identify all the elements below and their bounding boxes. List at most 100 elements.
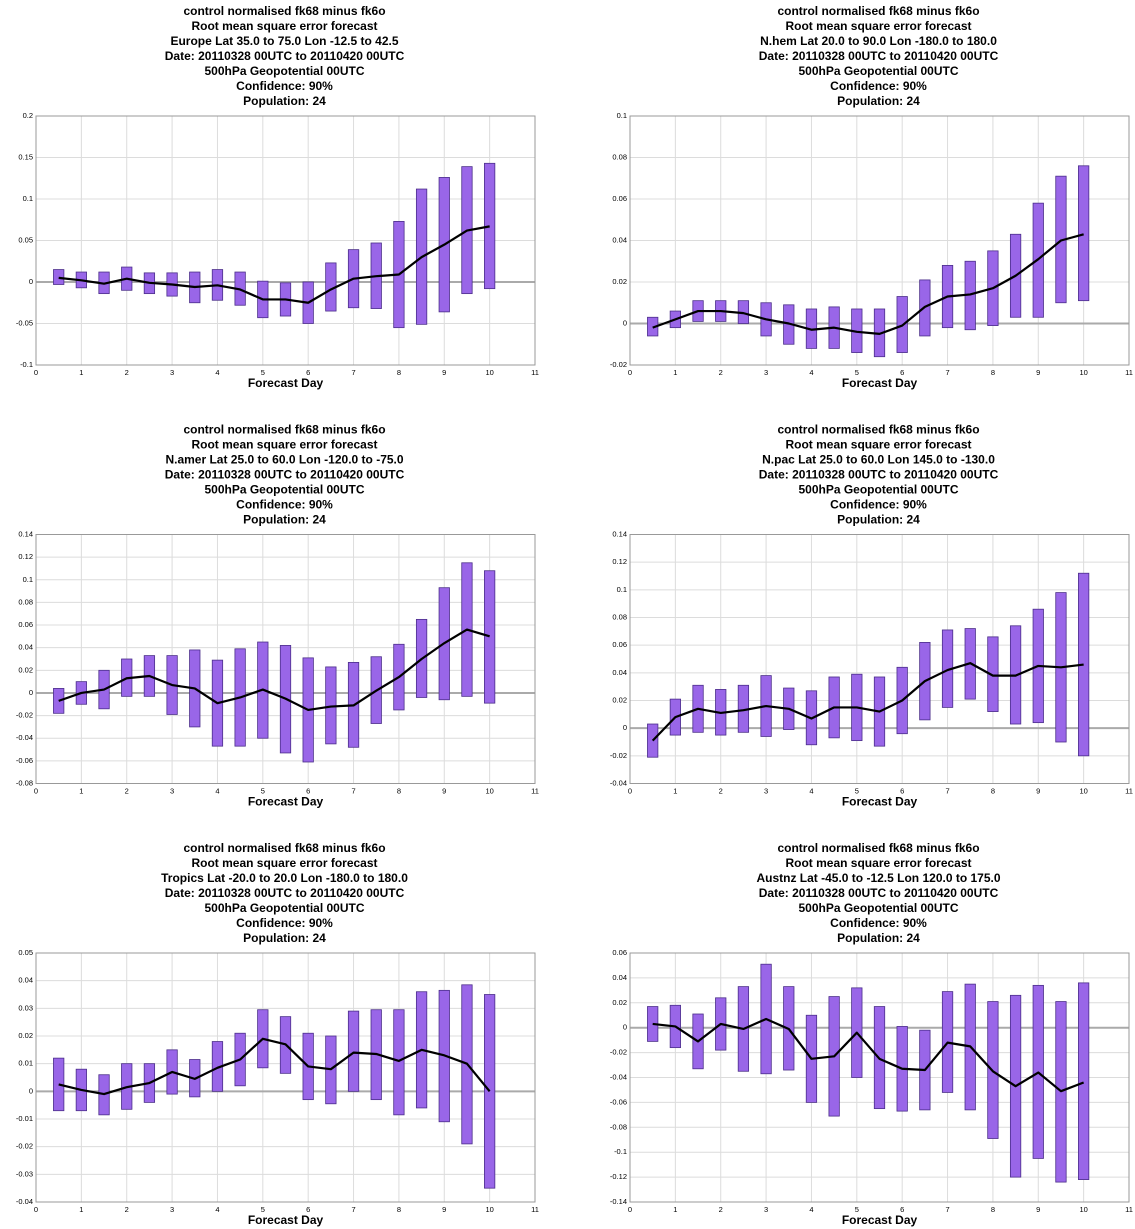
x-tick-label: 7 [945, 368, 949, 377]
y-tick-label: 0.06 [612, 948, 627, 957]
y-tick-label: -0.04 [16, 733, 33, 742]
y-tick-label: -0.03 [16, 1169, 33, 1178]
y-tick-label: 0.1 [23, 194, 33, 203]
x-tick-label: 11 [531, 786, 539, 795]
x-tick-label: 11 [531, 1205, 539, 1214]
chart-title: Root mean square error forecast [191, 438, 377, 452]
plot-frame [35, 952, 536, 1203]
y-tick-label: -0.08 [610, 1122, 627, 1131]
y-tick-label: -0.01 [16, 1114, 33, 1123]
x-tick-label: 3 [764, 368, 768, 377]
x-tick-label: 5 [855, 368, 859, 377]
y-tick-label: 0.04 [18, 643, 33, 652]
mean-line [652, 233, 1084, 335]
x-tick-label: 6 [306, 368, 310, 377]
chart-title: Date: 20110328 00UTC to 20110420 00UTC [759, 49, 999, 63]
y-tick-label: 0.03 [18, 1003, 33, 1012]
mean-line [652, 1017, 1085, 1093]
plot-border [629, 952, 1130, 1203]
y-tick-label: -0.02 [610, 360, 627, 369]
x-tick-label: 11 [1125, 1205, 1133, 1214]
chart-title: Population: 24 [243, 94, 326, 108]
x-tick-label: 0 [628, 1205, 632, 1214]
mean-line [58, 1037, 491, 1096]
y-tick-label: 0.15 [18, 152, 33, 161]
y-tick-label: 0.1 [617, 585, 627, 594]
x-tick-label: 11 [1125, 368, 1133, 377]
chart-title: Date: 20110328 00UTC to 20110420 00UTC [165, 49, 405, 63]
plot-border [35, 534, 536, 784]
x-tick-label: 6 [306, 1205, 310, 1214]
chart-title: Austnz Lat -45.0 to -12.5 Lon 120.0 to 1… [756, 871, 1000, 885]
x-tick-label: 7 [351, 786, 355, 795]
chart-title: 500hPa Geopotential 00UTC [204, 483, 364, 497]
y-tick-label: -0.1 [20, 360, 33, 369]
plot-border [629, 534, 1130, 784]
x-tick-label: 8 [397, 368, 401, 377]
x-tick-label: 4 [215, 1205, 219, 1214]
interval-bar [987, 636, 999, 712]
y-tick-label: -0.1 [614, 1147, 627, 1156]
y-tick-label: 0.02 [18, 665, 33, 674]
chart-title: Root mean square error forecast [191, 856, 377, 870]
y-tick-label: 0.12 [612, 557, 627, 566]
chart-title: Root mean square error forecast [785, 438, 971, 452]
mean-line [58, 628, 490, 712]
x-tick-label: 10 [1079, 1205, 1087, 1214]
x-tick-label: 2 [125, 368, 129, 377]
y-tick-label: 0.04 [612, 235, 627, 244]
interval-bar [647, 723, 659, 758]
interval-bar [484, 570, 496, 704]
x-tick-label: 3 [764, 786, 768, 795]
chart-title: Tropics Lat -20.0 to 20.0 Lon -180.0 to … [161, 871, 408, 885]
y-tick-label: -0.06 [610, 1097, 627, 1106]
x-tick-label: 9 [1036, 786, 1040, 795]
chart-title: Population: 24 [837, 513, 920, 527]
y-tick-label: 0 [623, 318, 627, 327]
x-tick-label: 4 [215, 368, 219, 377]
x-tick-label: 9 [442, 1205, 446, 1214]
y-tick-label: 0.2 [23, 111, 33, 120]
chart-title: N.pac Lat 25.0 to 60.0 Lon 145.0 to -130… [762, 453, 995, 467]
y-tick-label: 0.1 [617, 111, 627, 120]
interval-bar [347, 1010, 360, 1092]
x-tick-label: 7 [351, 368, 355, 377]
x-axis-label: Forecast Day [842, 1213, 918, 1227]
x-tick-label: 0 [34, 786, 38, 795]
y-tick-label: -0.06 [16, 756, 33, 765]
y-tick-label: 0.01 [18, 1059, 33, 1068]
y-tick-label: -0.02 [610, 751, 627, 760]
x-tick-label: 1 [673, 368, 677, 377]
y-tick-label: 0 [29, 277, 33, 286]
x-axis-label: Forecast Day [842, 795, 918, 809]
x-tick-label: 1 [79, 786, 83, 795]
x-axis-label: Forecast Day [248, 795, 324, 809]
mean-line [651, 662, 1084, 742]
chart-title: control normalised fk68 minus fk6o [183, 423, 385, 437]
y-tick-label: 0.1 [23, 575, 33, 584]
chart-title: 500hPa Geopotential 00UTC [798, 64, 958, 78]
chart-title: control normalised fk68 minus fk6o [183, 4, 385, 18]
x-tick-label: 10 [485, 786, 493, 795]
x-tick-label: 5 [855, 786, 859, 795]
x-tick-label: 4 [809, 786, 813, 795]
chart-title: control normalised fk68 minus fk6o [777, 4, 979, 18]
y-tick-label: 0.02 [612, 998, 627, 1007]
x-tick-label: 5 [261, 368, 265, 377]
x-tick-label: 3 [170, 1205, 174, 1214]
x-tick-label: 7 [945, 1205, 949, 1214]
y-tick-label: 0 [623, 723, 627, 732]
x-tick-label: 10 [1079, 786, 1087, 795]
chart-title: Population: 24 [837, 94, 920, 108]
chart-title: control normalised fk68 minus fk6o [777, 423, 979, 437]
x-tick-label: 11 [1125, 786, 1133, 795]
x-tick-label: 8 [991, 1205, 995, 1214]
x-tick-label: 8 [397, 1205, 401, 1214]
chart-title: Date: 20110328 00UTC to 20110420 00UTC [165, 468, 405, 482]
x-tick-label: 10 [1079, 368, 1087, 377]
x-tick-label: 9 [1036, 1205, 1040, 1214]
x-tick-label: 0 [628, 786, 632, 795]
y-tick-label: 0 [29, 1086, 33, 1095]
